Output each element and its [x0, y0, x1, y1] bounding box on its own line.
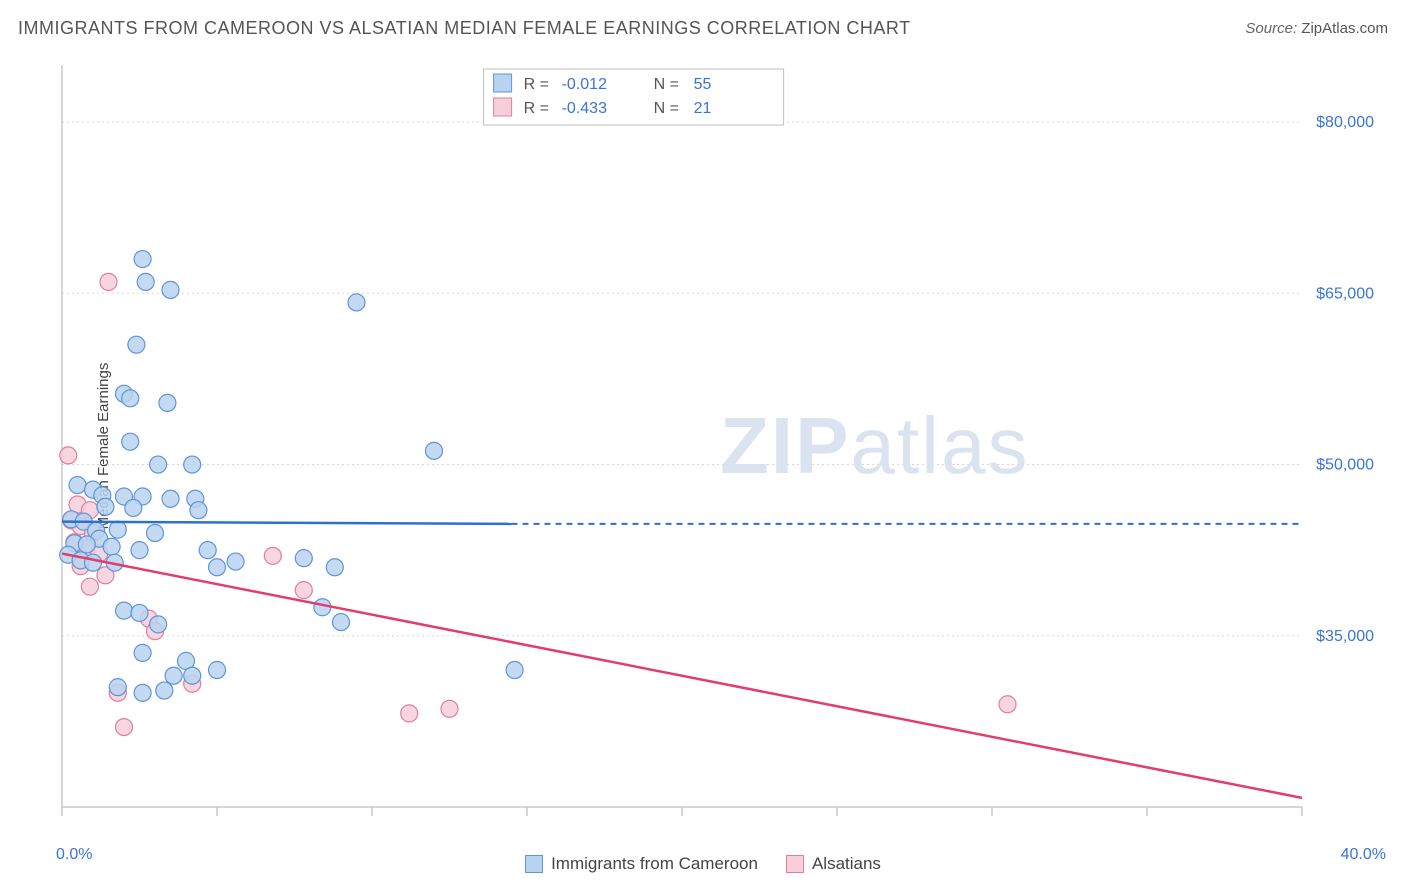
watermark: ZIPatlas — [720, 400, 1029, 492]
source-value: ZipAtlas.com — [1301, 20, 1388, 37]
svg-text:N =: N = — [654, 100, 679, 117]
chart-container: IMMIGRANTS FROM CAMEROON VS ALSATIAN MED… — [0, 0, 1406, 892]
watermark-atlas: atlas — [850, 401, 1029, 490]
legend-item-a: Immigrants from Cameroon — [525, 854, 758, 874]
chart-title: IMMIGRANTS FROM CAMEROON VS ALSATIAN MED… — [18, 18, 911, 39]
legend-label-b: Alsatians — [812, 854, 881, 874]
header-row: IMMIGRANTS FROM CAMEROON VS ALSATIAN MED… — [18, 18, 1388, 39]
source-label: Source: — [1245, 20, 1297, 37]
svg-text:$80,000: $80,000 — [1316, 114, 1374, 131]
legend-item-b: Alsatians — [786, 854, 881, 874]
svg-text:R =: R = — [524, 76, 549, 93]
svg-text:$65,000: $65,000 — [1316, 285, 1374, 302]
svg-text:55: 55 — [694, 76, 712, 93]
bottom-legend: Immigrants from Cameroon Alsatians — [0, 854, 1406, 874]
watermark-zip: ZIP — [720, 401, 850, 490]
svg-text:21: 21 — [694, 100, 712, 117]
svg-text:$35,000: $35,000 — [1316, 628, 1374, 645]
svg-text:$50,000: $50,000 — [1316, 457, 1374, 474]
svg-text:R =: R = — [524, 100, 549, 117]
legend-label-a: Immigrants from Cameroon — [551, 854, 758, 874]
svg-text:-0.433: -0.433 — [562, 100, 607, 117]
legend-swatch-a — [525, 855, 543, 873]
legend-swatch-b — [786, 855, 804, 873]
source-attribution: Source: ZipAtlas.com — [1245, 20, 1388, 37]
svg-text:-0.012: -0.012 — [562, 76, 607, 93]
svg-text:N =: N = — [654, 76, 679, 93]
